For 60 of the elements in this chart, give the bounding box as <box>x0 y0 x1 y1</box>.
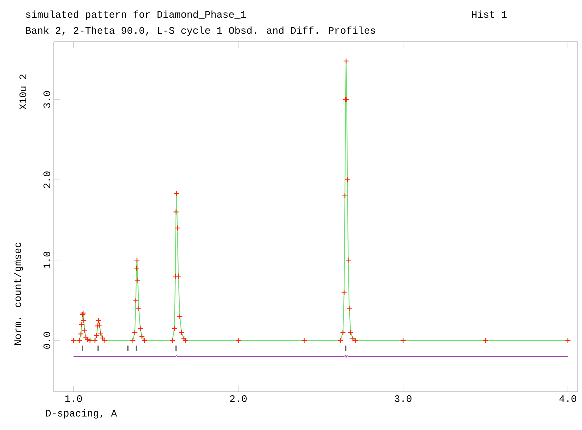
point <box>482 338 489 344</box>
point <box>338 338 344 344</box>
point <box>135 278 141 284</box>
x-tick-label: 3.0 <box>395 396 412 402</box>
point <box>176 274 182 280</box>
y-tick-label: 0.0 <box>44 332 50 349</box>
point <box>350 336 356 342</box>
point <box>346 257 352 264</box>
point <box>173 209 180 216</box>
point <box>133 298 139 304</box>
point <box>178 330 185 336</box>
y-tick-label: 2.0 <box>44 172 50 188</box>
point <box>136 306 142 312</box>
y-tick-label: 1.0 <box>44 252 50 269</box>
chart-title: simulated pattern for Diamond_Phase_1 <box>26 10 246 20</box>
point <box>565 338 572 344</box>
x-tick-label: 2.0 <box>230 396 247 402</box>
x-tick-label: 4.0 <box>560 396 576 402</box>
point <box>340 330 346 336</box>
point <box>82 328 88 334</box>
point <box>174 190 180 197</box>
point <box>134 257 140 264</box>
text: Hist 1 <box>472 10 507 18</box>
point <box>177 314 183 320</box>
point <box>139 334 146 340</box>
point <box>81 318 87 324</box>
point <box>80 310 86 316</box>
x-tick-label: 1.0 <box>66 396 82 402</box>
point <box>172 326 178 332</box>
point <box>174 225 180 232</box>
x-axis-title: D-spacing, A <box>46 410 118 419</box>
point <box>70 338 77 344</box>
point <box>352 338 358 344</box>
point <box>344 177 351 183</box>
point <box>302 338 308 344</box>
chart-subtitle: Bank 2, 2-Theta 90.0, L-S cycle 1 Obsd. and Diff. Profiles <box>26 26 376 36</box>
point <box>181 336 188 342</box>
point <box>138 326 144 332</box>
y-axis-title: Norm. count/gmsec <box>14 242 24 346</box>
point <box>132 330 138 336</box>
point <box>134 265 140 272</box>
point <box>130 338 136 344</box>
point <box>102 338 108 344</box>
point <box>348 330 354 336</box>
point <box>170 338 176 344</box>
point <box>236 338 242 344</box>
text: X10u 2 <box>20 74 26 110</box>
point <box>343 58 350 64</box>
point <box>182 338 189 344</box>
point <box>346 306 352 312</box>
point <box>79 322 85 328</box>
point <box>342 193 348 200</box>
point <box>341 290 348 296</box>
point <box>80 312 86 318</box>
y-tick-label: 3.0 <box>44 91 50 108</box>
point <box>94 332 100 339</box>
point <box>400 338 406 344</box>
point <box>142 338 148 344</box>
point <box>76 338 82 344</box>
point <box>92 338 98 344</box>
